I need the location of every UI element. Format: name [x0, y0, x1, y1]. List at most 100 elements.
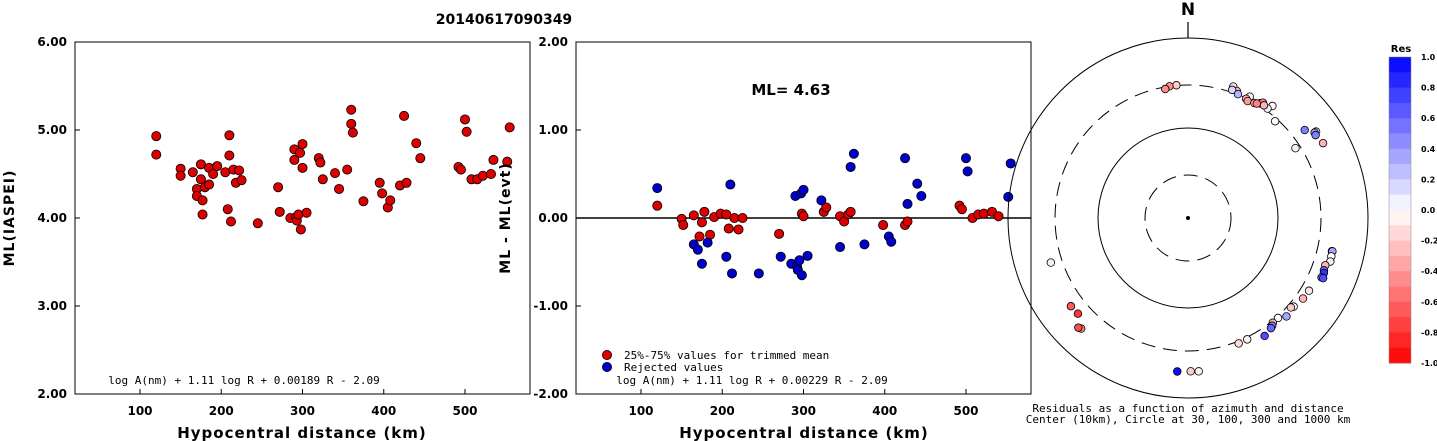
colorbar-tick-label: -0.4 — [1421, 267, 1437, 276]
panel2-xtick-label: 500 — [953, 404, 978, 418]
colorbar-tick-label: -1.0 — [1421, 359, 1437, 368]
colorbar-tick-label: 1.0 — [1421, 53, 1436, 62]
panel1-point-series-0 — [175, 170, 186, 181]
colorbar-cell — [1389, 194, 1411, 211]
colorbar-cell — [1389, 87, 1411, 104]
polar-station-point — [1172, 81, 1181, 90]
panel1-ytick-label: 5.00 — [37, 123, 67, 137]
colorbar-tick-label: -0.8 — [1421, 328, 1437, 337]
panel1-ytick-label: 6.00 — [37, 35, 67, 49]
panel1-point-series-0 — [374, 177, 385, 188]
panel1-point-series-0 — [273, 182, 284, 193]
colorbar-cell — [1389, 271, 1411, 287]
panel2-point-series-0 — [652, 200, 663, 211]
colorbar-cell — [1389, 118, 1411, 134]
panel1-point-series-0 — [289, 154, 300, 165]
panel2-point-series-1 — [886, 236, 897, 247]
panel1-point-series-0 — [151, 131, 162, 142]
panel1-point-series-0 — [488, 154, 499, 165]
panel1-point-series-0 — [342, 164, 353, 175]
panel2-point-series-0 — [696, 217, 707, 228]
colorbar-tick-label: -0.6 — [1421, 298, 1437, 307]
panel1-point-series-0 — [212, 161, 223, 172]
panel1-point-series-0 — [347, 127, 358, 138]
panel2-point-series-0 — [688, 210, 699, 221]
panel1-point-series-0 — [234, 165, 245, 176]
panel1-point-series-0 — [502, 156, 513, 167]
colorbar-tick-label: 0.0 — [1421, 206, 1436, 215]
panel1-point-series-0 — [187, 167, 198, 178]
panel2-xtick-label: 100 — [628, 404, 653, 418]
panel1-point-series-0 — [225, 216, 236, 227]
panel1-xtick-label: 200 — [209, 404, 234, 418]
panel1-point-series-0 — [295, 224, 306, 235]
panel2-point-series-1 — [845, 161, 856, 172]
panel2-xtick-label: 400 — [872, 404, 897, 418]
colorbar-cell — [1389, 210, 1411, 226]
panel1-xtick-label: 100 — [127, 404, 152, 418]
panel2-point-series-1 — [794, 255, 805, 266]
polar-station-point — [1260, 331, 1269, 341]
panel1-point-series-0 — [329, 168, 340, 179]
panel-azimuth-polar: N Residuals as a function of azimuth and… — [1007, 0, 1369, 426]
colorbar-tick-label: -0.2 — [1421, 237, 1437, 246]
panel1-point-series-0 — [477, 170, 488, 181]
colorbar-cell — [1389, 332, 1411, 349]
colorbar-cell — [1389, 286, 1411, 303]
panel2-points — [652, 148, 1016, 281]
panel1-point-series-0 — [208, 168, 219, 179]
polar-station-point — [1252, 99, 1261, 108]
panel1-point-series-0 — [401, 177, 412, 188]
polar-station-point — [1266, 323, 1276, 333]
panel1-ytick-label: 4.00 — [37, 211, 67, 225]
polar-station-point — [1046, 258, 1056, 267]
polar-station-point — [1259, 101, 1269, 110]
panel1-point-series-0 — [197, 195, 208, 206]
colorbar-tick-label: 0.4 — [1421, 145, 1436, 154]
colorbar-cell — [1389, 102, 1411, 119]
panel2-ylabel: ML - ML(evt) — [498, 162, 514, 273]
panel2-point-series-1 — [912, 178, 923, 189]
panel2-point-series-1 — [802, 250, 813, 261]
polar-station-point — [1270, 117, 1280, 126]
panel2-ytick-label: 2.00 — [538, 35, 568, 49]
panel2-ytick-label: -2.00 — [533, 387, 568, 401]
panel1-frame — [74, 41, 531, 395]
panel2-point-series-0 — [902, 216, 913, 227]
panel2-point-series-0 — [993, 211, 1004, 222]
colorbar-cell — [1389, 225, 1411, 242]
panel1-point-series-0 — [346, 118, 357, 129]
panel1-point-series-0 — [461, 126, 472, 137]
polar-station-point — [1074, 323, 1083, 332]
panel1-ytick-label: 2.00 — [37, 387, 67, 401]
colorbar-cell — [1389, 179, 1411, 196]
colorbar-title: Res — [1391, 44, 1411, 55]
colorbar-cell — [1389, 57, 1411, 73]
panel2-point-series-1 — [727, 268, 738, 279]
panel2-point-series-0 — [956, 204, 967, 215]
panel1-point-series-0 — [236, 175, 247, 186]
panel1-point-series-0 — [297, 139, 308, 150]
polar-station-point — [1173, 367, 1182, 376]
polar-station-point — [1318, 273, 1328, 283]
panel2-xlabel: Hypocentral distance (km) — [679, 424, 929, 441]
panel2-point-series-1 — [902, 198, 913, 209]
panel1-point-series-0 — [197, 209, 208, 220]
panel2-point-series-0 — [723, 223, 734, 234]
panel2-ytick-label: 0.00 — [538, 211, 568, 225]
panel2-xtick-label: 200 — [710, 404, 735, 418]
panel2-point-series-0 — [699, 206, 710, 217]
polar-station-point — [1242, 335, 1252, 344]
panel1-point-series-0 — [334, 183, 345, 194]
colorbar: Res 1.0 0.8 0.6 0.4 0.2 0.0 -0.2 -0.4 -0.6 -0.8 -1… — [1388, 44, 1437, 368]
polar-station-point — [1282, 312, 1291, 321]
panel1-point-series-0 — [415, 153, 426, 164]
panel2-point-series-1 — [961, 153, 972, 164]
panel1-point-series-0 — [252, 218, 263, 229]
center-point — [1186, 216, 1190, 220]
panel1-ytick-label: 3.00 — [37, 299, 67, 313]
polar-station-point — [1073, 309, 1083, 318]
legend-label-rejected: Rejected values — [624, 361, 723, 374]
panel2-point-series-1 — [1005, 158, 1016, 169]
